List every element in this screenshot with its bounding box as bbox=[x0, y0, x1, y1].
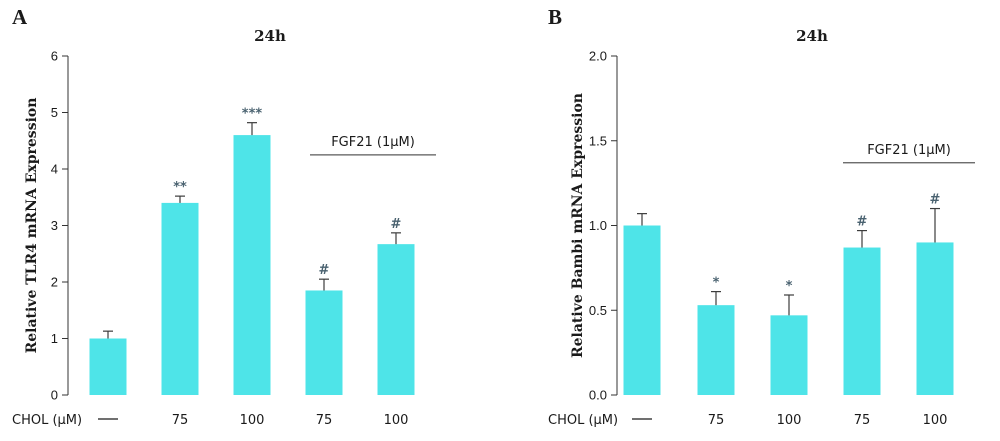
y-tick-label: 4 bbox=[51, 162, 58, 177]
x-tick-label: 75 bbox=[708, 413, 725, 428]
bar bbox=[623, 225, 661, 395]
bar bbox=[89, 338, 127, 395]
significance-mark: *** bbox=[242, 107, 263, 122]
y-tick-label: 0.5 bbox=[589, 303, 607, 318]
chart-title: 24h bbox=[796, 27, 828, 45]
significance-mark: # bbox=[857, 215, 868, 230]
significance-mark: # bbox=[391, 217, 402, 232]
x-tick-label: 75 bbox=[854, 413, 871, 428]
x-tick-label: 75 bbox=[172, 413, 189, 428]
y-tick-label: 3 bbox=[51, 218, 58, 233]
bar bbox=[697, 305, 735, 395]
y-tick-label: 0 bbox=[51, 388, 58, 403]
significance-mark: # bbox=[319, 263, 330, 278]
significance-mark: ** bbox=[173, 180, 187, 195]
panel-letter: B bbox=[548, 5, 562, 29]
bar bbox=[916, 242, 954, 395]
significance-mark: # bbox=[930, 193, 941, 208]
y-tick-label: 1.5 bbox=[589, 133, 607, 148]
y-tick-label: 2 bbox=[51, 275, 58, 290]
y-tick-label: 6 bbox=[51, 49, 58, 64]
bar bbox=[770, 315, 808, 395]
row-label-chol: CHOL (μM) bbox=[548, 413, 618, 428]
y-tick-label: 1.0 bbox=[589, 218, 607, 233]
x-tick-label: 75 bbox=[316, 413, 333, 428]
significance-mark: * bbox=[713, 276, 720, 291]
bar bbox=[161, 202, 199, 395]
y-axis-label: Relative TLR4 mRNA Expression bbox=[24, 98, 40, 354]
panel-b: B 24h 0.0 0.5 1.0 1.5 2.0 Relative Bambi mRNA E… bbox=[548, 5, 975, 428]
x-tick-label: 100 bbox=[923, 413, 948, 428]
y-tick-label: 1 bbox=[51, 331, 58, 346]
y-tick-label: 5 bbox=[51, 105, 58, 120]
panel-a: A 24h 0 1 2 3 4 5 6 Relative TLR4 mRNA Expression… bbox=[12, 5, 436, 428]
fgf21-bracket-label: FGF21 (1μM) bbox=[331, 135, 415, 150]
y-tick-label: 2.0 bbox=[589, 49, 607, 64]
bar bbox=[233, 135, 271, 395]
bar bbox=[305, 290, 343, 395]
significance-mark: * bbox=[786, 279, 793, 294]
panel-letter: A bbox=[12, 5, 28, 29]
fgf21-bracket-label: FGF21 (1μM) bbox=[867, 143, 951, 158]
bar bbox=[843, 247, 881, 395]
bar bbox=[377, 244, 415, 395]
chart-title: 24h bbox=[254, 27, 286, 45]
y-tick-label: 0.0 bbox=[589, 388, 607, 403]
x-tick-label: 100 bbox=[384, 413, 409, 428]
row-label-chol: CHOL (μM) bbox=[12, 413, 82, 428]
x-tick-label: 100 bbox=[777, 413, 802, 428]
x-tick-label: 100 bbox=[240, 413, 265, 428]
y-axis-label: Relative Bambi mRNA Expression bbox=[570, 93, 586, 358]
